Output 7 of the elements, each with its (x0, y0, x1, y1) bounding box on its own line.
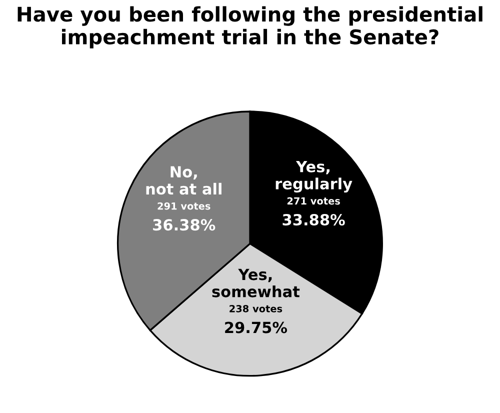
slice-label: No, not at all (146, 166, 222, 195)
data-label: 238 votes 29.75% (225, 304, 288, 334)
slice-label: Yes, regularly (276, 161, 352, 193)
data-label: 271 votes 33.88% (282, 197, 345, 226)
chart-title: Have you been following the presidential impeachment trial in the Senate? (18, 6, 482, 48)
slice-label: Yes, somewhat (212, 268, 300, 298)
data-label: 291 votes 36.38% (153, 202, 216, 231)
